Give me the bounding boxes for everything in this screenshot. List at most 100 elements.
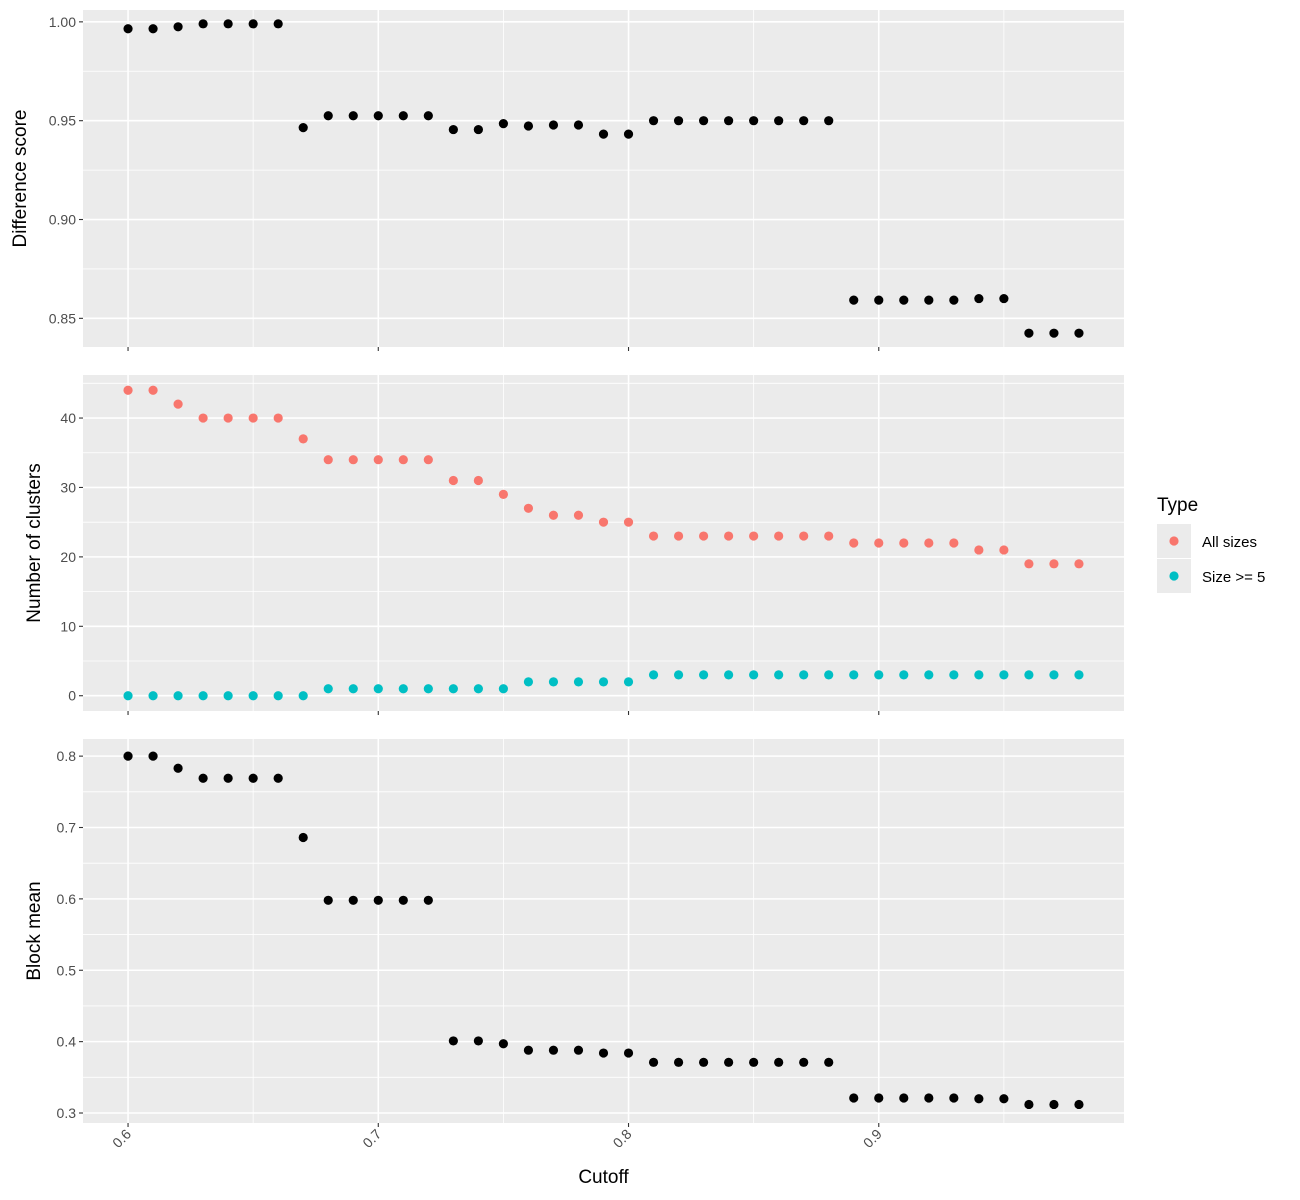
series-1 bbox=[123, 751, 1084, 1110]
data-point bbox=[498, 119, 509, 129]
data-point bbox=[448, 684, 458, 694]
data-point bbox=[749, 1057, 759, 1067]
data-point bbox=[173, 22, 183, 32]
y-tick-label: 0.6 bbox=[57, 891, 77, 907]
data-point bbox=[874, 1093, 884, 1103]
data-point bbox=[123, 751, 133, 761]
data-point bbox=[348, 895, 358, 905]
data-point bbox=[724, 670, 734, 680]
data-point bbox=[623, 1048, 634, 1058]
data-point bbox=[1074, 328, 1084, 338]
panel-2: 0 10 20 30 40 Number of clusters bbox=[24, 375, 1124, 715]
data-point bbox=[849, 295, 859, 305]
y-tick-label: 0.85 bbox=[49, 310, 76, 326]
data-point bbox=[248, 691, 258, 701]
data-point bbox=[523, 503, 534, 513]
data-point bbox=[173, 399, 183, 409]
data-point bbox=[1024, 1099, 1034, 1110]
panel-1: 0.85 0.90 0.95 1.00 Difference score bbox=[10, 10, 1124, 351]
data-point bbox=[899, 295, 909, 305]
data-point bbox=[523, 1045, 534, 1055]
y-tick-label: 0.3 bbox=[57, 1105, 77, 1121]
data-point bbox=[724, 1057, 734, 1067]
data-point bbox=[749, 116, 759, 126]
data-point bbox=[323, 111, 333, 121]
data-point bbox=[548, 510, 559, 520]
legend-label: All sizes bbox=[1202, 534, 1257, 551]
data-point bbox=[223, 773, 233, 783]
data-point bbox=[548, 120, 559, 130]
data-point bbox=[1024, 670, 1034, 680]
data-point bbox=[173, 691, 183, 701]
y-tick-label: 30 bbox=[60, 479, 76, 495]
data-point bbox=[673, 116, 684, 126]
data-point bbox=[1049, 559, 1059, 569]
data-point bbox=[924, 538, 934, 548]
data-point bbox=[749, 670, 759, 680]
data-point bbox=[849, 538, 859, 548]
y-tick-label: 0.90 bbox=[49, 212, 76, 228]
data-point bbox=[398, 895, 408, 905]
data-point bbox=[148, 691, 158, 701]
data-point bbox=[248, 19, 258, 29]
data-point bbox=[448, 1036, 458, 1046]
y-tick-label: 0.8 bbox=[57, 748, 77, 764]
series-1 bbox=[123, 19, 1084, 338]
legend-key-point bbox=[1169, 571, 1179, 581]
y-tick-label: 0.95 bbox=[49, 113, 76, 129]
data-point bbox=[949, 670, 959, 680]
data-point bbox=[223, 691, 233, 701]
data-point bbox=[874, 538, 884, 548]
data-point bbox=[123, 691, 133, 701]
data-point bbox=[598, 129, 609, 139]
data-point bbox=[248, 413, 258, 423]
data-point bbox=[498, 1039, 509, 1049]
data-point bbox=[874, 670, 884, 680]
data-point bbox=[673, 1057, 684, 1067]
y-tick-label: 1.00 bbox=[49, 14, 76, 30]
data-point bbox=[348, 455, 358, 465]
data-point bbox=[648, 670, 659, 680]
data-point bbox=[824, 531, 834, 541]
data-point bbox=[799, 116, 809, 126]
data-point bbox=[148, 751, 158, 761]
data-point bbox=[423, 895, 433, 905]
chart-panels: 0.85 0.90 0.95 1.00 Difference score 0 10 20 30 4… bbox=[10, 10, 1124, 1188]
y-tick-label: 0 bbox=[68, 688, 76, 704]
data-point bbox=[698, 531, 709, 541]
data-point bbox=[198, 413, 208, 423]
data-point bbox=[298, 691, 308, 701]
data-point bbox=[598, 677, 609, 687]
data-point bbox=[799, 1057, 809, 1067]
data-point bbox=[273, 691, 283, 701]
x-tick-label: 0.7 bbox=[359, 1126, 384, 1151]
data-point bbox=[273, 773, 283, 783]
data-point bbox=[698, 1057, 709, 1067]
data-point bbox=[648, 116, 659, 126]
data-point bbox=[949, 1093, 959, 1103]
data-point bbox=[198, 691, 208, 701]
data-point bbox=[473, 1036, 483, 1046]
data-point bbox=[1074, 670, 1084, 680]
data-point bbox=[398, 684, 408, 694]
data-point bbox=[724, 531, 734, 541]
y-tick-label: 20 bbox=[60, 549, 76, 565]
data-point bbox=[648, 531, 659, 541]
data-point bbox=[949, 295, 959, 305]
data-point bbox=[623, 129, 634, 139]
data-point bbox=[448, 475, 458, 486]
data-point bbox=[899, 538, 909, 548]
data-point bbox=[799, 670, 809, 680]
data-point bbox=[924, 1093, 934, 1103]
data-point bbox=[824, 670, 834, 680]
data-point bbox=[623, 677, 634, 687]
data-point bbox=[523, 121, 534, 131]
data-point bbox=[799, 531, 809, 541]
data-point bbox=[373, 455, 383, 465]
series-all-sizes bbox=[123, 385, 1084, 569]
data-point bbox=[573, 677, 584, 687]
panel-background bbox=[83, 739, 1124, 1123]
data-point bbox=[473, 475, 483, 486]
data-point bbox=[298, 123, 308, 133]
panel-background bbox=[83, 10, 1124, 347]
